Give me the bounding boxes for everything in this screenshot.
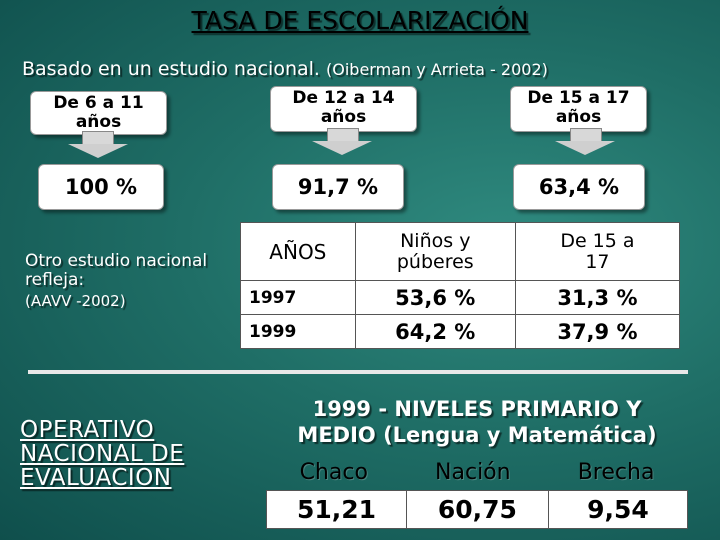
- table-cell: 64,2 %: [354, 314, 516, 349]
- arrow-down-icon: [68, 144, 128, 158]
- age-group-label: De 6 a 11 años: [53, 93, 144, 132]
- page-title: TASA DE ESCOLARIZACIÓN: [191, 6, 529, 35]
- subtitle-source: (Oiberman y Arrieta - 2002): [326, 60, 548, 79]
- rate-value: 100 %: [64, 175, 138, 199]
- divider: [28, 370, 688, 374]
- table-cell: 31,3 %: [514, 280, 681, 315]
- other-study-note: Otro estudio nacional refleja: (AAVV -20…: [25, 252, 215, 311]
- age-group-6-11: De 6 a 11 años: [30, 91, 167, 135]
- arrow-down-icon: [555, 141, 615, 155]
- levels-heading: 1999 - NIVELES PRIMARIO Y MEDIO (Lengua …: [262, 396, 692, 448]
- table-cell: 37,9 %: [514, 314, 681, 349]
- table-header: Niños y púberes: [354, 222, 516, 281]
- other-study-label: Otro estudio nacional refleja:: [25, 251, 208, 290]
- evaluation-value: 9,54: [547, 490, 689, 529]
- levels-line: 1999 - NIVELES PRIMARIO Y: [312, 397, 642, 421]
- rate-box-12-14: 91,7 %: [272, 164, 404, 210]
- rate-value: 91,7 %: [297, 175, 379, 199]
- table-cell: 1997: [240, 280, 356, 315]
- rate-box-6-11: 100 %: [38, 164, 164, 210]
- age-group-label: De 12 a 14 años: [292, 88, 395, 127]
- evaluation-value: 51,21: [266, 490, 407, 529]
- subtitle: Basado en un estudio nacional. (Oiberman…: [22, 58, 548, 80]
- levels-line: MEDIO (Lengua y Matemática): [297, 423, 657, 447]
- age-group-label: De 15 a 17 años: [527, 88, 630, 127]
- operativo-line: NACIONAL DE: [20, 441, 185, 467]
- evaluation-header: Brecha: [577, 459, 655, 485]
- table-header: AÑOS: [240, 222, 356, 281]
- evaluation-header-row: Chaco Nación Brecha: [266, 454, 688, 490]
- evaluation-value: 60,75: [405, 490, 549, 529]
- table-header-row: AÑOS Niños y púberes De 15 a 17: [240, 222, 681, 281]
- evaluation-table: Chaco Nación Brecha 51,21 60,75 9,54: [266, 454, 689, 529]
- table-header: De 15 a 17: [514, 222, 681, 281]
- table-row: 1999 64,2 % 37,9 %: [240, 314, 681, 349]
- arrow-down-icon: [312, 141, 372, 155]
- table-cell: 53,6 %: [354, 280, 516, 315]
- subtitle-main: Basado en un estudio nacional.: [22, 58, 320, 80]
- evaluation-header: Nación: [435, 459, 511, 485]
- age-group-12-14: De 12 a 14 años: [270, 86, 417, 132]
- evaluation-header: Chaco: [299, 459, 368, 485]
- rate-box-15-17: 63,4 %: [513, 164, 645, 210]
- operativo-line: EVALUACION: [20, 465, 172, 491]
- operativo-line: OPERATIVO: [20, 417, 155, 443]
- age-group-15-17: De 15 a 17 años: [510, 86, 647, 132]
- table-cell: 1999: [240, 314, 356, 349]
- other-study-source: (AAVV -2002): [25, 292, 126, 310]
- table-row: 1997 53,6 % 31,3 %: [240, 280, 681, 315]
- enrollment-table: AÑOS Niños y púberes De 15 a 17 1997 53,…: [240, 222, 681, 349]
- evaluation-values: 51,21 60,75 9,54: [266, 490, 689, 529]
- table-row: 51,21 60,75 9,54: [266, 490, 689, 529]
- rate-value: 63,4 %: [538, 175, 620, 199]
- operativo-heading: OPERATIVO NACIONAL DE EVALUACION: [20, 418, 184, 490]
